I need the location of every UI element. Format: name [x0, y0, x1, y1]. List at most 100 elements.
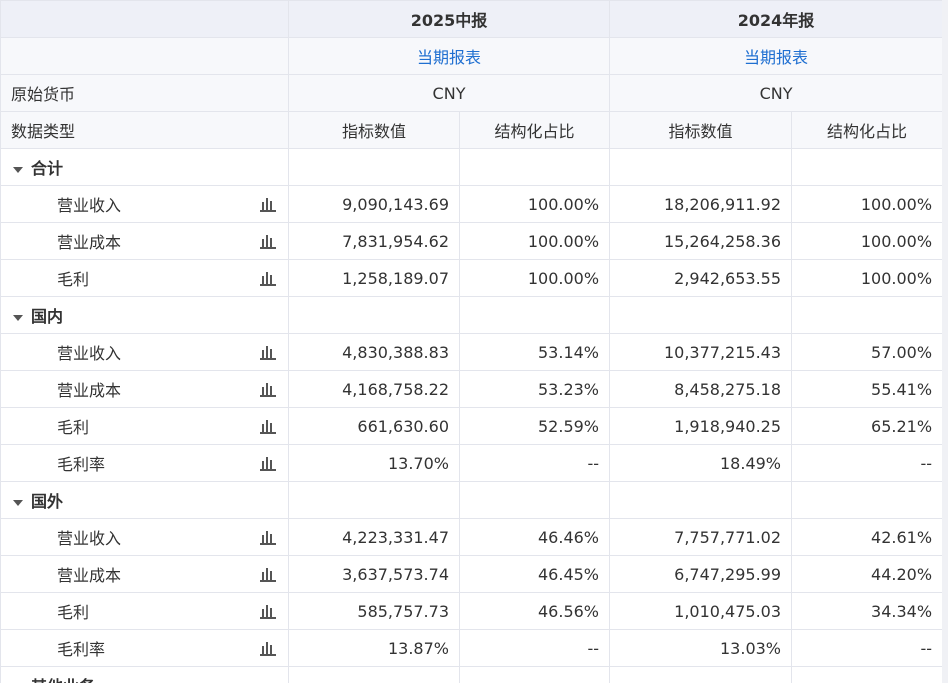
chart-icon[interactable]: [260, 455, 276, 471]
row-label-text: 毛利: [57, 270, 90, 289]
value-cell: 52.59%: [458, 407, 611, 445]
blank: [791, 481, 944, 519]
report-link[interactable]: 当期报表: [744, 48, 809, 67]
value-cell: 53.23%: [458, 370, 611, 408]
chart-icon[interactable]: [260, 270, 276, 286]
data-row: 毛利率 13.70% -- 18.49% --: [0, 444, 944, 482]
chart-icon[interactable]: [260, 603, 276, 619]
period: 2024年报: [609, 0, 944, 38]
value-cell: 13.70%: [288, 444, 460, 482]
value-cell: --: [458, 629, 611, 667]
value-cell: 46.46%: [458, 518, 611, 556]
icon-bars: [260, 235, 276, 249]
value-cell: 34.34%: [791, 592, 944, 630]
group-title[interactable]: 国外: [0, 481, 289, 519]
currency: CNY: [609, 74, 944, 112]
value-cell: 10,377,215.43: [609, 333, 793, 371]
blank: [288, 481, 460, 519]
link-cell: 当期报表: [287, 37, 611, 75]
caret[interactable]: [13, 166, 23, 174]
column-row: 数据类型 指标数值 结构化占比 指标数值 结构化占比: [0, 111, 944, 149]
value-cell: 44.20%: [791, 555, 944, 593]
row-label: 毛利: [0, 259, 289, 297]
group-name: 合计: [31, 159, 64, 178]
chart-icon[interactable]: [260, 344, 276, 360]
value-cell: 100.00%: [458, 259, 611, 297]
link-cell: 当期报表: [609, 37, 944, 75]
value-cell: 661,630.60: [288, 407, 460, 445]
value-cell: 1,258,189.07: [288, 259, 460, 297]
value-cell: 100.00%: [458, 185, 611, 223]
blank: [609, 296, 793, 334]
link-row: 当期报表 当期报表: [0, 37, 944, 75]
value-cell: 100.00%: [791, 185, 944, 223]
blank: [609, 148, 793, 186]
value-cell: 18,206,911.92: [609, 185, 793, 223]
column-header: 指标数值: [609, 111, 793, 149]
icon-bars: [260, 605, 276, 619]
value-cell: 42.61%: [791, 518, 944, 556]
blank: [288, 296, 460, 334]
caret[interactable]: [13, 499, 23, 507]
value-cell: 46.56%: [458, 592, 611, 630]
scrollbar: [942, 0, 948, 683]
chart-icon[interactable]: [260, 640, 276, 656]
column-header: 结构化占比: [458, 111, 611, 149]
blank: [288, 148, 460, 186]
value-cell: 7,757,771.02: [609, 518, 793, 556]
chart-icon[interactable]: [260, 566, 276, 582]
chart-icon[interactable]: [260, 196, 276, 212]
chart-icon[interactable]: [260, 233, 276, 249]
report-link[interactable]: 当期报表: [417, 48, 482, 67]
blank: [458, 148, 611, 186]
currency-row: 原始货币 CNY CNY: [0, 74, 944, 112]
row-label: 毛利率: [0, 629, 289, 667]
currency-label: 原始货币: [0, 74, 289, 112]
value-cell: 57.00%: [791, 333, 944, 371]
row-label: 营业成本: [0, 555, 289, 593]
chart-icon[interactable]: [260, 381, 276, 397]
value-cell: 13.03%: [609, 629, 793, 667]
data-type-label: 数据类型: [0, 111, 289, 149]
chart-icon[interactable]: [260, 529, 276, 545]
row-label: 毛利: [0, 407, 289, 445]
group-name: 国内: [31, 307, 64, 326]
icon-bars: [260, 198, 276, 212]
group-title[interactable]: 合计: [0, 148, 289, 186]
currency: CNY: [287, 74, 611, 112]
blank: [458, 296, 611, 334]
period-row: 2025中报 2024年报: [0, 0, 944, 38]
column-header: 指标数值: [288, 111, 460, 149]
value-cell: --: [791, 444, 944, 482]
data-row: 毛利 1,258,189.07 100.00% 2,942,653.55 100.00%: [0, 259, 944, 297]
group-title[interactable]: 国内: [0, 296, 289, 334]
value-cell: 100.00%: [458, 222, 611, 260]
data-row: 营业收入 4,223,331.47 46.46% 7,757,771.02 42.61%: [0, 518, 944, 556]
data-row: 营业成本 3,637,573.74 46.45% 6,747,295.99 44.20%: [0, 555, 944, 593]
value-cell: 15,264,258.36: [609, 222, 793, 260]
row-label: 营业成本: [0, 370, 289, 408]
row-label: 营业收入: [0, 518, 289, 556]
column-header: 结构化占比: [791, 111, 944, 149]
icon-bars: [260, 457, 276, 471]
blank: [791, 296, 944, 334]
value-cell: 1,918,940.25: [609, 407, 793, 445]
value-cell: 4,830,388.83: [288, 333, 460, 371]
row-label-text: 营业收入: [57, 196, 122, 215]
value-cell: 8,458,275.18: [609, 370, 793, 408]
group-title[interactable]: 其他业务: [0, 666, 289, 683]
row-label-text: 营业成本: [57, 381, 122, 400]
row-label-text: 营业收入: [57, 529, 122, 548]
value-cell: 585,757.73: [288, 592, 460, 630]
icon-bars: [260, 642, 276, 656]
icon-bars: [260, 346, 276, 360]
value-cell: --: [791, 629, 944, 667]
caret[interactable]: [13, 314, 23, 322]
chart-icon[interactable]: [260, 418, 276, 434]
period: 2025中报: [287, 0, 611, 38]
row-label: 营业成本: [0, 222, 289, 260]
icon-bars: [260, 272, 276, 286]
data-row: 毛利 661,630.60 52.59% 1,918,940.25 65.21%: [0, 407, 944, 445]
